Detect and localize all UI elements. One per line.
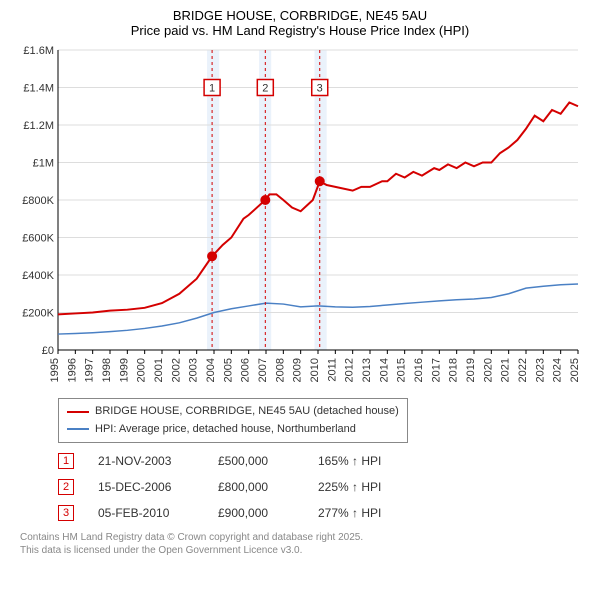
legend-label: BRIDGE HOUSE, CORBRIDGE, NE45 5AU (detac…: [95, 403, 399, 421]
title-line1: BRIDGE HOUSE, CORBRIDGE, NE45 5AU: [10, 8, 590, 23]
svg-text:£1.2M: £1.2M: [23, 120, 54, 132]
svg-text:2017: 2017: [430, 358, 442, 382]
svg-text:2001: 2001: [153, 358, 165, 382]
svg-text:2018: 2018: [448, 358, 460, 382]
svg-text:£800K: £800K: [22, 195, 54, 207]
svg-text:2: 2: [262, 83, 268, 95]
marker-table: 1 21-NOV-2003£500,000165% ↑ HPI 2 15-DEC-20…: [58, 453, 590, 521]
marker-row: 3 05-FEB-2010£900,000277% ↑ HPI: [58, 505, 590, 521]
marker-date: 15-DEC-2006: [98, 480, 218, 494]
svg-text:2012: 2012: [344, 358, 356, 382]
svg-text:2011: 2011: [326, 358, 338, 382]
svg-text:£1.6M: £1.6M: [23, 45, 54, 57]
footer-line1: Contains HM Land Registry data © Crown c…: [20, 531, 590, 544]
legend-swatch: [67, 411, 89, 413]
marker-number-box: 1: [58, 453, 74, 469]
marker-date: 05-FEB-2010: [98, 506, 218, 520]
svg-text:2003: 2003: [188, 358, 200, 382]
svg-text:2025: 2025: [569, 358, 581, 382]
legend: BRIDGE HOUSE, CORBRIDGE, NE45 5AU (detac…: [58, 398, 408, 443]
svg-text:2004: 2004: [205, 358, 217, 382]
svg-text:2021: 2021: [500, 358, 512, 382]
marker-price: £500,000: [218, 454, 318, 468]
svg-text:£1.4M: £1.4M: [23, 83, 54, 95]
svg-text:2007: 2007: [257, 358, 269, 382]
svg-text:2009: 2009: [292, 358, 304, 382]
footer-line2: This data is licensed under the Open Gov…: [20, 544, 590, 557]
marker-price: £900,000: [218, 506, 318, 520]
svg-text:2024: 2024: [552, 358, 564, 382]
svg-text:2013: 2013: [361, 358, 373, 382]
svg-text:1: 1: [209, 83, 215, 95]
svg-text:2000: 2000: [136, 358, 148, 382]
chart-area: £0 £200K £400K £600K £800K £1M £1.2M £1.4M £1.6M…: [10, 42, 590, 392]
svg-text:£1M: £1M: [33, 158, 54, 170]
svg-text:2020: 2020: [482, 358, 494, 382]
marker-pct: 165% ↑ HPI: [318, 454, 438, 468]
svg-text:2022: 2022: [517, 358, 529, 382]
legend-row: HPI: Average price, detached house, Nort…: [67, 421, 399, 439]
marker-price: £800,000: [218, 480, 318, 494]
svg-text:2014: 2014: [378, 358, 390, 382]
chart-svg: £0 £200K £400K £600K £800K £1M £1.2M £1.4M £1.6M…: [10, 42, 590, 392]
svg-text:3: 3: [317, 83, 323, 95]
svg-text:2023: 2023: [534, 358, 546, 382]
svg-text:2015: 2015: [396, 358, 408, 382]
marker-date: 21-NOV-2003: [98, 454, 218, 468]
svg-text:1997: 1997: [84, 358, 96, 382]
svg-text:£400K: £400K: [22, 270, 54, 282]
svg-text:1999: 1999: [118, 358, 130, 382]
svg-text:£0: £0: [42, 345, 54, 357]
svg-text:2005: 2005: [222, 358, 234, 382]
marker-pct: 277% ↑ HPI: [318, 506, 438, 520]
legend-swatch: [67, 428, 89, 430]
legend-row: BRIDGE HOUSE, CORBRIDGE, NE45 5AU (detac…: [67, 403, 399, 421]
marker-pct: 225% ↑ HPI: [318, 480, 438, 494]
svg-text:£600K: £600K: [22, 233, 54, 245]
svg-text:2010: 2010: [309, 358, 321, 382]
svg-text:1995: 1995: [49, 358, 61, 382]
marker-number-box: 3: [58, 505, 74, 521]
footer: Contains HM Land Registry data © Crown c…: [20, 531, 590, 557]
chart-container: BRIDGE HOUSE, CORBRIDGE, NE45 5AU Price …: [0, 0, 600, 590]
svg-text:£200K: £200K: [22, 308, 54, 320]
svg-text:2002: 2002: [170, 358, 182, 382]
svg-text:2006: 2006: [240, 358, 252, 382]
svg-text:1996: 1996: [66, 358, 78, 382]
marker-row: 2 15-DEC-2006£800,000225% ↑ HPI: [58, 479, 590, 495]
title-block: BRIDGE HOUSE, CORBRIDGE, NE45 5AU Price …: [10, 8, 590, 38]
svg-text:2019: 2019: [465, 358, 477, 382]
legend-label: HPI: Average price, detached house, Nort…: [95, 421, 356, 439]
svg-text:2016: 2016: [413, 358, 425, 382]
marker-number-box: 2: [58, 479, 74, 495]
svg-text:1998: 1998: [101, 358, 113, 382]
svg-text:2008: 2008: [274, 358, 286, 382]
title-line2: Price paid vs. HM Land Registry's House …: [10, 23, 590, 38]
marker-row: 1 21-NOV-2003£500,000165% ↑ HPI: [58, 453, 590, 469]
